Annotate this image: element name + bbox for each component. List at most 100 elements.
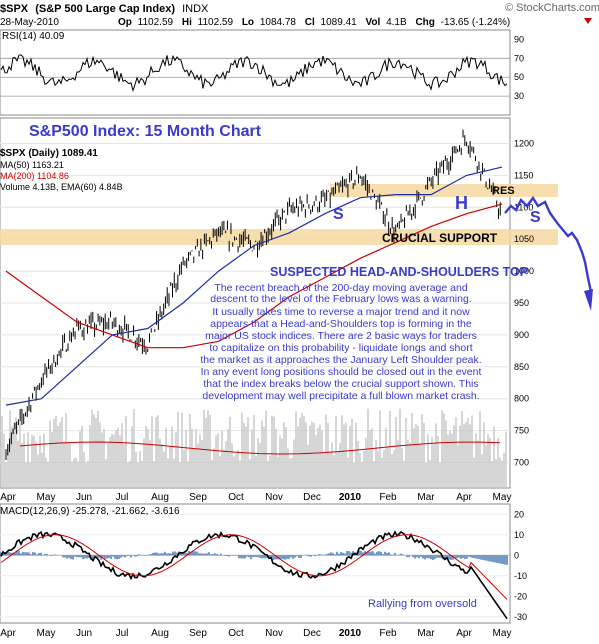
close-label: Cl: [305, 17, 315, 28]
down-arrow-icon: [584, 18, 592, 24]
price-month-label: Feb: [379, 492, 397, 503]
price-month-label: May: [493, 492, 512, 503]
commentary-line: major US stock indices. There are 2 basi…: [205, 330, 477, 342]
price-month-label: Mar: [417, 492, 435, 503]
price-bars: [5, 129, 501, 460]
price-tick-label: 950: [514, 298, 529, 308]
price-month-label: Aug: [151, 492, 169, 503]
chart-header: $SPX (S&P 500 Large Cap Index) INDX © St…: [0, 2, 599, 28]
rsi-panel: RSI(14) 40.09 90 70 50 30: [0, 29, 524, 116]
commentary-line: the market as it approaches the January …: [200, 354, 481, 366]
macd-month-label: Apr: [0, 628, 16, 639]
price-tick-label: 1200: [514, 139, 534, 149]
macd-month-label: May: [493, 628, 512, 639]
price-month-label: Dec: [303, 492, 321, 503]
price-tick-label: 700: [514, 457, 529, 467]
rsi-tick-label: 70: [514, 53, 524, 63]
price-month-label: Sep: [189, 492, 207, 503]
chart-title: S&P500 Index: 15 Month Chart: [29, 123, 262, 140]
resistance-zone: [330, 184, 558, 197]
price-month-label: Apr: [456, 492, 472, 503]
macd-month-label: Oct: [228, 628, 244, 639]
support-label: CRUCIAL SUPPORT: [382, 231, 498, 245]
right-shoulder-label: S: [530, 209, 541, 226]
rsi-tick-label: 30: [514, 91, 524, 101]
rsi-gridlines: [0, 57, 510, 97]
macd-tick-label: -30: [514, 612, 527, 622]
legend-ma50: MA(50) 1163.21: [0, 160, 64, 170]
commentary-line: The recent breach of the 200-day moving …: [214, 282, 467, 294]
ma50-line: [5, 166, 503, 406]
macd-tick-label: -20: [514, 591, 527, 601]
date-text: 28-May-2010: [0, 17, 59, 28]
commentary-line: In any event long positions should be cl…: [201, 366, 482, 378]
resistance-label: RES: [492, 185, 515, 197]
rsi-label: RSI(14) 40.09: [2, 31, 65, 42]
stockcharts-logo: © StockCharts.com: [505, 2, 599, 14]
svg-text:$SPX (S&P 500 Large Cap: $SPX (S&P 500 Large Cap Index) INDX: [0, 3, 209, 15]
macd-month-label: Jun: [76, 628, 92, 639]
price-tick-label: 800: [514, 394, 529, 404]
macd-month-label: Aug: [151, 628, 169, 639]
commentary-line: development may well precipitate a full …: [202, 390, 479, 402]
price-month-label: May: [37, 492, 56, 503]
head-label: H: [455, 193, 468, 213]
price-tick-label: 1050: [514, 234, 534, 244]
close-value: 1089.41: [321, 17, 358, 28]
arrow-head-icon: [584, 289, 593, 311]
macd-month-label: Nov: [265, 628, 283, 639]
projected-path-arrow: [504, 195, 593, 293]
macd-month-label: Feb: [379, 628, 397, 639]
price-tick-label: 900: [514, 330, 529, 340]
volume-bars: [1, 408, 507, 488]
high-label: Hi: [182, 17, 192, 28]
macd-note: Rallying from oversold: [368, 598, 477, 610]
rsi-axis: 90 70 50 30: [514, 34, 524, 101]
macd-month-axis: Apr May Jun Jul Aug Sep Oct Nov Dec 2010 Feb Mar Apr…: [0, 628, 511, 639]
price-legend: $SPX (Daily) 1089.41 MA(50) 1163.21 MA(2…: [0, 148, 123, 192]
macd-signal-line: [0, 534, 508, 600]
left-shoulder-label: S: [333, 206, 344, 223]
pattern-label: SUSPECTED HEAD-AND-SHOULDERS TOP: [270, 265, 528, 279]
rsi-tick-label: 90: [514, 34, 524, 44]
vol-value: 4.1B: [386, 17, 407, 28]
vol-label: Vol: [365, 17, 380, 28]
commentary: The recent breach of the 200-day moving …: [200, 282, 481, 402]
macd-month-label: 2010: [339, 628, 362, 639]
macd-tick-label: 10: [514, 530, 524, 540]
macd-month-label: Dec: [303, 628, 321, 639]
index-name-text: (S&P 500 Large Cap Index): [35, 3, 175, 15]
price-tick-label: 1000: [514, 266, 534, 276]
commentary-line: It usually takes time to reverse a major…: [212, 306, 470, 318]
high-value: 1102.59: [198, 17, 234, 28]
exchange-text: INDX: [182, 3, 209, 15]
macd-tick-label: -10: [514, 571, 527, 581]
macd-month-label: Sep: [189, 628, 207, 639]
macd-month-label: Mar: [417, 628, 435, 639]
legend-spx: $SPX (Daily) 1089.41: [0, 148, 98, 159]
price-tick-label: 1150: [514, 170, 533, 180]
commentary-line: to capitalize on this probability - liqu…: [209, 342, 472, 354]
chg-label: Chg: [415, 17, 434, 28]
price-tick-label: 1100: [514, 202, 533, 212]
commentary-line: that the index breaks below the crucial …: [203, 378, 478, 390]
low-value: 1084.78: [260, 17, 297, 28]
price-tick-label: 750: [514, 426, 529, 436]
price-month-label: Oct: [228, 492, 244, 503]
macd-axis: 20 10 0 -10 -20 -30: [514, 509, 527, 622]
ma200-line: [5, 203, 503, 349]
price-month-label: Jul: [116, 492, 129, 503]
macd-tick-label: 0: [514, 550, 519, 560]
commentary-line: descent to the level of the February low…: [210, 293, 471, 305]
low-label: Lo: [242, 17, 254, 28]
volume-ema-line: [19, 441, 501, 455]
price-month-label: 2010: [339, 492, 362, 503]
legend-volume: Volume 4.13B, EMA(60) 4.84B: [0, 182, 123, 192]
macd-line: [0, 530, 508, 620]
chg-value: -13.65 (-1.24%): [441, 17, 510, 28]
open-value: 1102.59: [138, 17, 174, 28]
svg-text:Op 1102.59 Hi: Op 1102.59 Hi 1102.59 Lo 1084.78 Cl 1089…: [118, 17, 510, 28]
symbol-text: $SPX: [0, 3, 29, 15]
macd-frame: [0, 503, 511, 624]
